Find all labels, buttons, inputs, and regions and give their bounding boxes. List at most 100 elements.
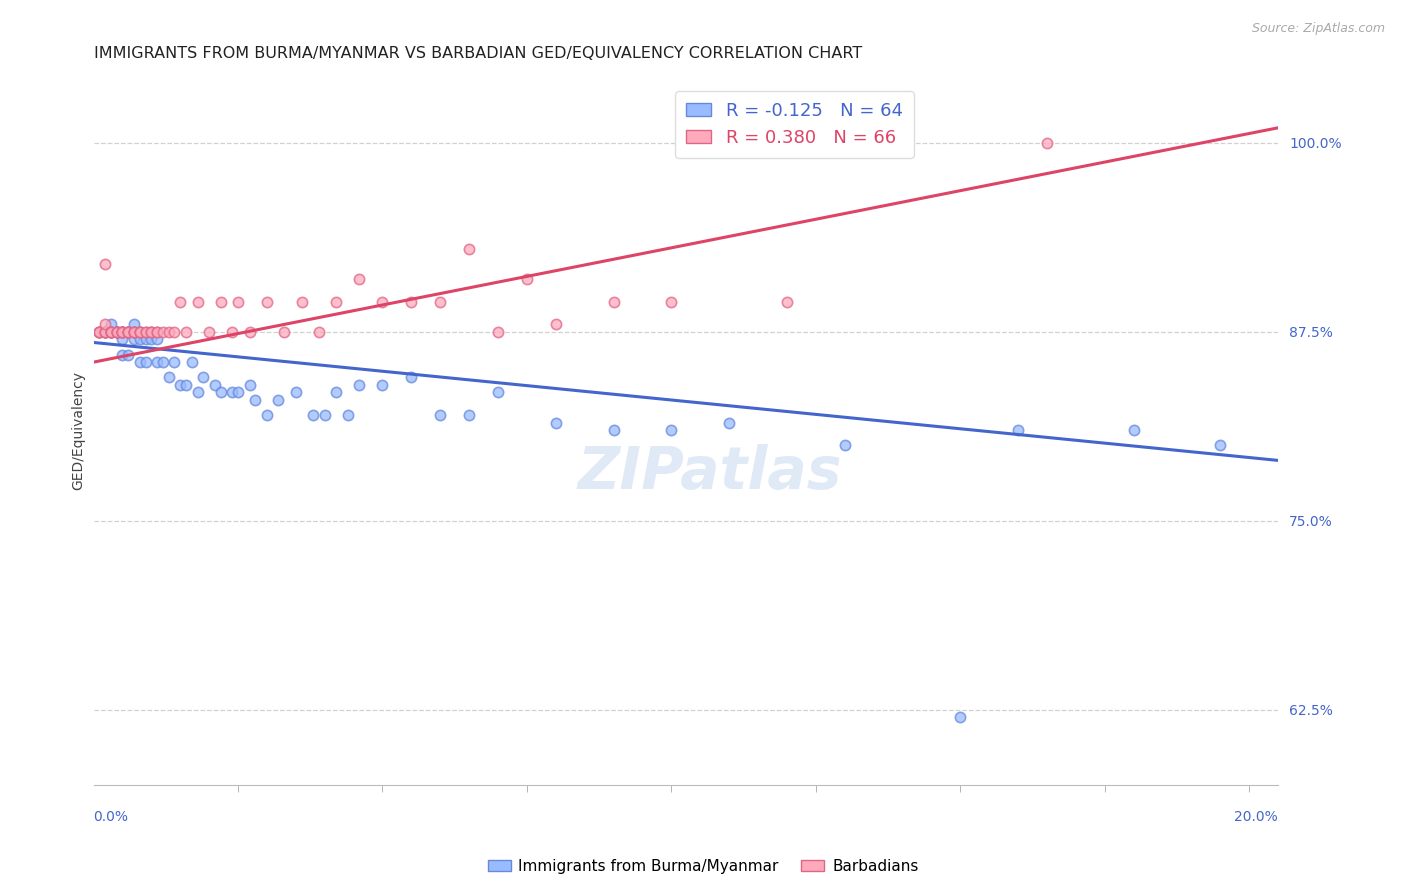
Point	[602, 423, 624, 437]
Point	[458, 408, 481, 422]
Point	[117, 325, 139, 339]
Point	[111, 348, 134, 362]
Point	[94, 318, 117, 332]
Point	[105, 325, 128, 339]
Point	[122, 325, 145, 339]
Point	[135, 333, 157, 347]
Point	[157, 370, 180, 384]
Point	[163, 355, 186, 369]
Point	[111, 325, 134, 339]
Point	[157, 325, 180, 339]
Point	[1007, 423, 1029, 437]
Point	[111, 325, 134, 339]
Point	[290, 294, 312, 309]
Point	[544, 416, 567, 430]
Point	[174, 377, 197, 392]
Point	[122, 325, 145, 339]
Point	[661, 423, 683, 437]
Point	[226, 385, 249, 400]
Point	[141, 325, 163, 339]
Point	[169, 294, 191, 309]
Point	[336, 408, 359, 422]
Point	[100, 325, 122, 339]
Point	[146, 325, 169, 339]
Point	[122, 325, 145, 339]
Point	[401, 294, 423, 309]
Point	[486, 325, 509, 339]
Point	[135, 325, 157, 339]
Point	[100, 318, 122, 332]
Point	[105, 325, 128, 339]
Point	[180, 355, 202, 369]
Point	[949, 710, 972, 724]
Point	[163, 325, 186, 339]
Point	[245, 392, 267, 407]
Point	[349, 272, 371, 286]
Point	[117, 325, 139, 339]
Point	[1209, 438, 1232, 452]
Point	[111, 325, 134, 339]
Point	[209, 385, 232, 400]
Point	[834, 438, 856, 452]
Point	[349, 377, 371, 392]
Point	[128, 333, 150, 347]
Point	[122, 325, 145, 339]
Point	[135, 355, 157, 369]
Point	[152, 325, 174, 339]
Point	[128, 325, 150, 339]
Point	[602, 294, 624, 309]
Point	[146, 325, 169, 339]
Point	[100, 325, 122, 339]
Point	[209, 294, 232, 309]
Point	[187, 385, 209, 400]
Point	[105, 325, 128, 339]
Point	[152, 355, 174, 369]
Point	[429, 408, 451, 422]
Point	[198, 325, 221, 339]
Point	[776, 294, 799, 309]
Point	[111, 325, 134, 339]
Text: ZIPatlas: ZIPatlas	[578, 444, 842, 501]
Point	[661, 294, 683, 309]
Point	[371, 377, 394, 392]
Text: Source: ZipAtlas.com: Source: ZipAtlas.com	[1251, 22, 1385, 36]
Point	[89, 325, 111, 339]
Point	[105, 325, 128, 339]
Point	[128, 325, 150, 339]
Point	[89, 325, 111, 339]
Text: 20.0%: 20.0%	[1234, 810, 1278, 824]
Point	[141, 333, 163, 347]
Point	[308, 325, 330, 339]
Point	[429, 294, 451, 309]
Point	[135, 325, 157, 339]
Point	[544, 318, 567, 332]
Point	[111, 325, 134, 339]
Point	[718, 416, 741, 430]
Point	[1036, 136, 1059, 150]
Point	[111, 333, 134, 347]
Point	[302, 408, 325, 422]
Point	[141, 325, 163, 339]
Point	[89, 325, 111, 339]
Point	[111, 325, 134, 339]
Point	[117, 325, 139, 339]
Point	[239, 377, 262, 392]
Point	[146, 333, 169, 347]
Point	[458, 242, 481, 256]
Point	[221, 325, 243, 339]
Point	[516, 272, 538, 286]
Point	[117, 325, 139, 339]
Point	[117, 325, 139, 339]
Point	[256, 294, 278, 309]
Point	[105, 325, 128, 339]
Point	[325, 294, 347, 309]
Point	[141, 325, 163, 339]
Point	[100, 325, 122, 339]
Y-axis label: GED/Equivalency: GED/Equivalency	[72, 371, 86, 490]
Point	[94, 325, 117, 339]
Point	[105, 325, 128, 339]
Point	[146, 355, 169, 369]
Point	[117, 325, 139, 339]
Point	[100, 325, 122, 339]
Point	[89, 325, 111, 339]
